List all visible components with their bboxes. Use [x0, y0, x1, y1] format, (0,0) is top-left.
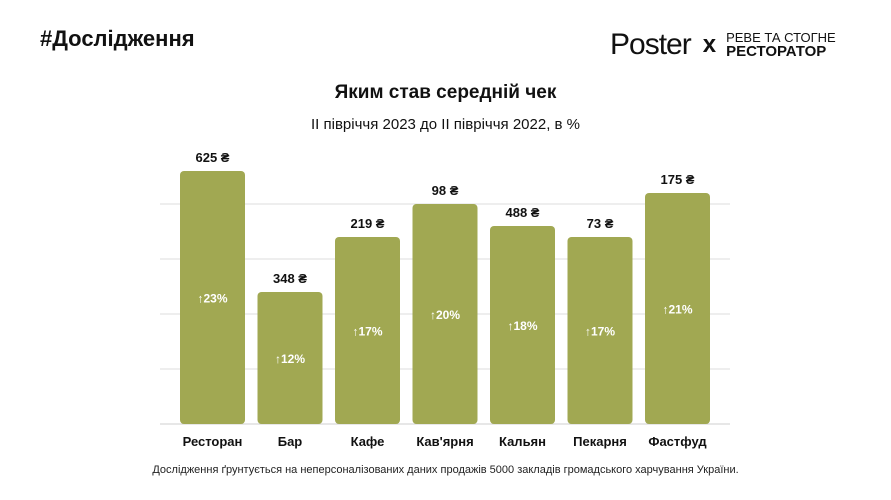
- category-label: Кав'ярня: [416, 434, 473, 449]
- bar-value-label: ↑23%: [197, 292, 227, 306]
- bar: [335, 237, 400, 424]
- bar: [645, 193, 710, 424]
- category-label: Фастфуд: [648, 434, 707, 449]
- bar: [490, 226, 555, 424]
- logo-line1: РЕВЕ ТА СТОГНЕ: [726, 30, 836, 45]
- bar-top-label: 348 ₴: [273, 271, 307, 286]
- footnote: Дослідження ґрунтується на неперсоналізо…: [152, 464, 739, 476]
- chart-title: Яким став середній чек: [334, 82, 557, 103]
- restorator-logo: РЕВЕ ТА СТОГНЕ РЕСТОРАТОР: [726, 30, 836, 60]
- hashtag-title: #Дослідження: [40, 26, 195, 51]
- bar: [257, 292, 323, 424]
- logo-line2: РЕСТОРАТОР: [726, 43, 827, 60]
- bar-value-label: ↑17%: [585, 325, 615, 339]
- bar-value-label: ↑21%: [662, 303, 692, 317]
- bar-value-label: ↑12%: [275, 352, 305, 366]
- bar: [180, 171, 245, 424]
- bar-value-label: ↑20%: [430, 308, 460, 322]
- bar-top-label: 488 ₴: [506, 205, 540, 220]
- bar-top-label: 98 ₴: [432, 183, 459, 198]
- poster-logo: Poster: [610, 28, 692, 61]
- bar-value-label: ↑18%: [507, 319, 537, 333]
- bar-top-label: 219 ₴: [351, 216, 385, 231]
- chart-subtitle: ІІ півріччя 2023 до ІІ півріччя 2022, в …: [310, 116, 581, 133]
- category-label: Бар: [278, 434, 303, 449]
- category-label: Кальян: [499, 434, 546, 449]
- bar: [567, 237, 633, 424]
- bar-value-label: ↑17%: [352, 325, 382, 339]
- bar-top-label: 175 ₴: [661, 172, 695, 187]
- bar: [412, 204, 478, 424]
- logo-separator: x: [702, 31, 717, 58]
- logo: Poster x РЕВЕ ТА СТОГНЕ РЕСТОРАТОР: [610, 28, 836, 62]
- bar-top-label: 73 ₴: [587, 216, 614, 231]
- bar-top-label: 625 ₴: [196, 150, 230, 165]
- category-label: Пекарня: [573, 434, 627, 449]
- category-label: Ресторан: [183, 434, 243, 449]
- category-label: Кафе: [351, 434, 385, 449]
